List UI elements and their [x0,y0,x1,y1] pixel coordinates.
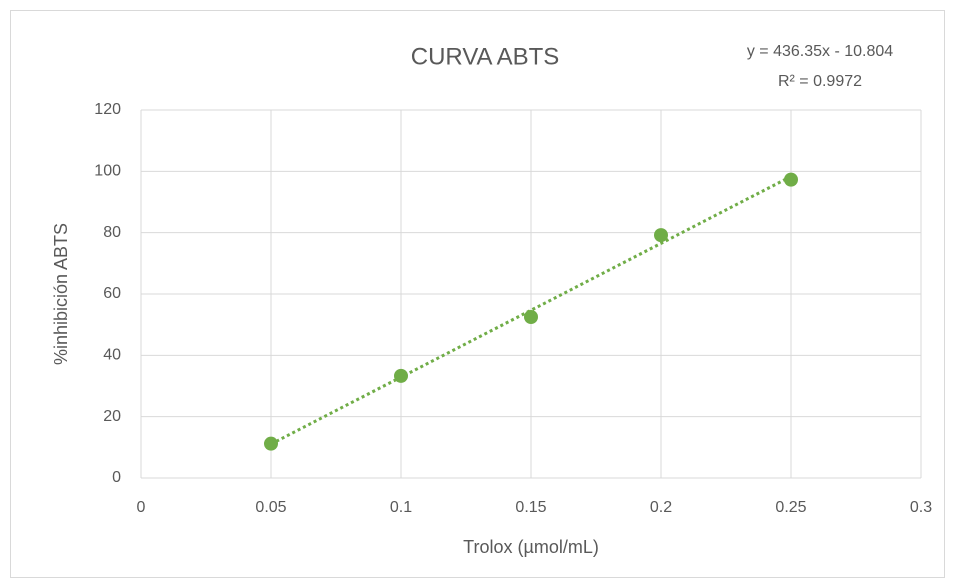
y-tick-label: 20 [103,408,121,425]
trendline [270,175,792,446]
y-tick-label: 120 [94,101,121,118]
x-tick-label: 0.05 [255,499,286,516]
x-tick-label: 0.15 [515,499,546,516]
y-tick-label: 100 [94,163,121,180]
x-tick-label: 0 [137,499,146,516]
point [654,228,668,243]
x-tick-label: 0.1 [390,499,412,516]
y-tick-label: 60 [103,285,121,302]
x-tick-label: 0.2 [650,499,672,516]
point [524,310,538,324]
x-tick-label: 0.3 [910,499,932,516]
point [394,368,408,383]
x-tick-label: 0.25 [775,499,806,516]
y-tick-label: 40 [103,347,121,364]
x-axis-label: Trolox (µmol/mL) [463,537,599,557]
y-tick-label: 80 [103,224,121,241]
y-tick-label: 0 [112,469,121,486]
chart-title: CURVA ABTS [411,43,560,70]
annotation: R² = 0.9972 [778,73,862,90]
annotation: y = 436.35x - 10.804 [747,43,893,60]
point [784,172,798,187]
point [264,436,278,451]
y-axis-label: %inhibición ABTS [51,223,71,365]
